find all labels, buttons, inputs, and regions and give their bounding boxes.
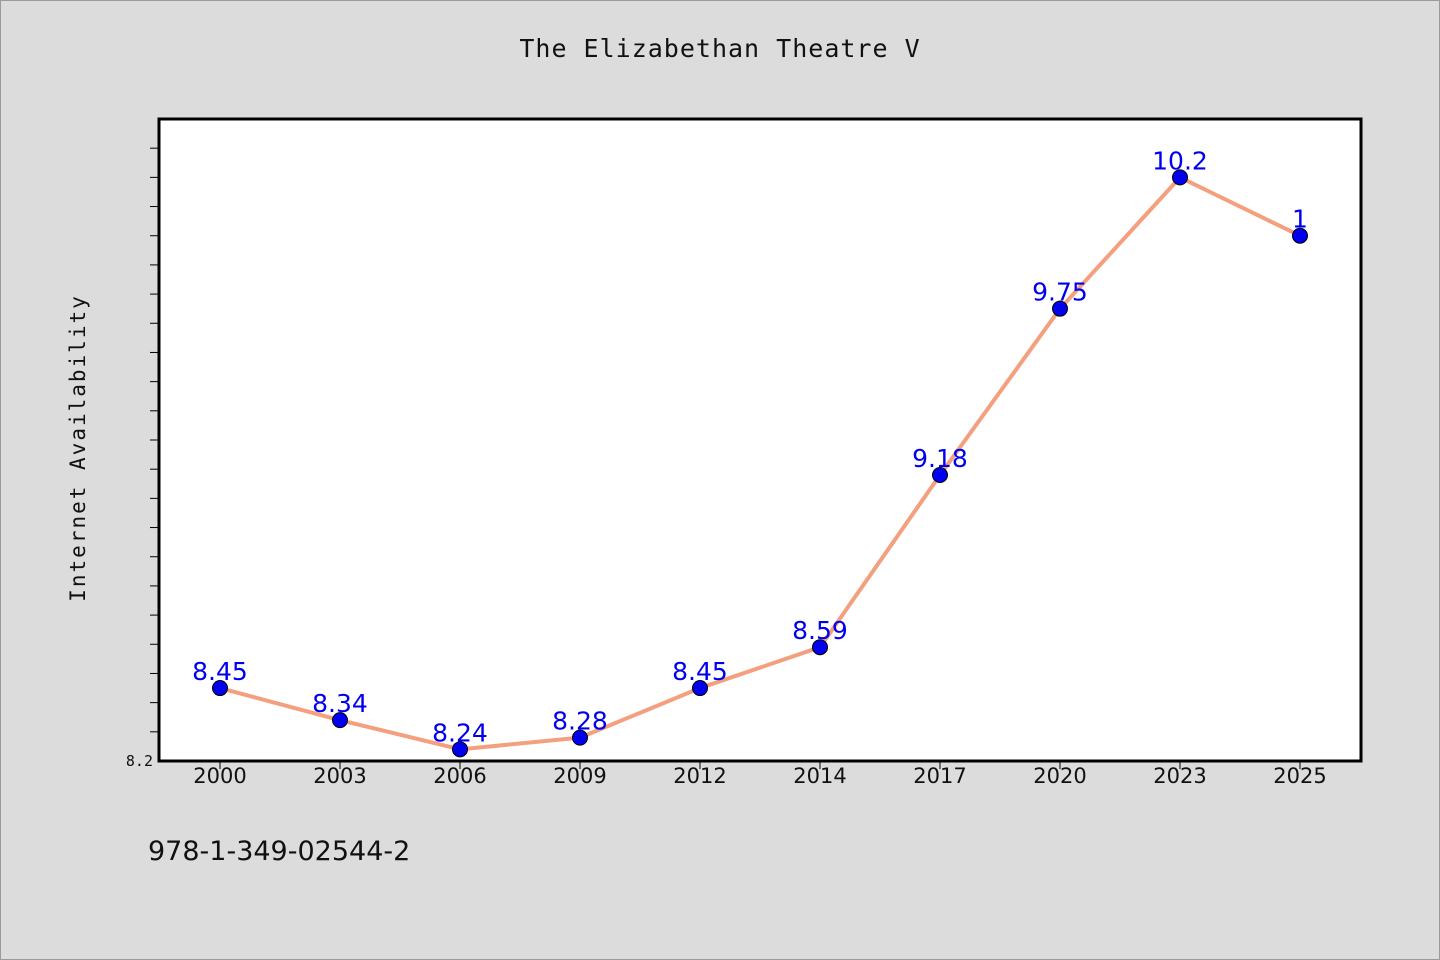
x-tick-label: 2003: [313, 764, 366, 788]
plot-area: [157, 117, 1363, 763]
x-tick-label: 2006: [433, 764, 486, 788]
x-tick-label: 2017: [913, 764, 966, 788]
y-axis-ticks: [150, 147, 159, 733]
x-tick-label: 2025: [1273, 764, 1326, 788]
series-line: [219, 175, 1301, 752]
data-label: 8.59: [792, 616, 848, 645]
x-tick-label: 2023: [1153, 764, 1206, 788]
data-label: 8.45: [192, 657, 248, 686]
data-point: [452, 741, 468, 758]
data-point: [1292, 227, 1308, 244]
data-label: 1: [1292, 205, 1308, 234]
data-label: 9.75: [1032, 278, 1088, 307]
data-label: 8.28: [552, 707, 608, 736]
chart-title: The Elizabethan Theatre V: [519, 34, 921, 63]
y-tick-label: 8.2: [126, 752, 153, 770]
data-labels: 8.45 8.34 8.24 8.28 8.45 8.59 9.18 9.75 10.2 1: [192, 146, 1308, 747]
x-tick-label: 2012: [673, 764, 726, 788]
x-tick-label: 2014: [793, 764, 846, 788]
data-label: 8.34: [312, 689, 368, 718]
data-point: [212, 680, 228, 697]
isbn-code: 978-1-349-02544-2: [148, 836, 411, 867]
data-label: 8.45: [672, 657, 728, 686]
x-axis-ticks: 2000 2003 2006 2009 2012 2014 2017 2020 2023 2025: [193, 761, 1327, 788]
data-point: [1172, 169, 1188, 186]
data-point: [692, 680, 708, 697]
data-point: [332, 712, 348, 729]
data-point: [812, 639, 828, 656]
series-markers: [212, 169, 1308, 758]
x-tick-label: 2020: [1033, 764, 1086, 788]
data-point: [932, 467, 948, 484]
data-label: 8.24: [432, 718, 488, 747]
x-tick-label: 2009: [553, 764, 606, 788]
data-label: 10.2: [1152, 146, 1208, 175]
data-point: [572, 729, 588, 746]
data-point: [1052, 300, 1068, 317]
x-tick-label: 2000: [193, 764, 246, 788]
data-label: 9.18: [912, 444, 968, 473]
